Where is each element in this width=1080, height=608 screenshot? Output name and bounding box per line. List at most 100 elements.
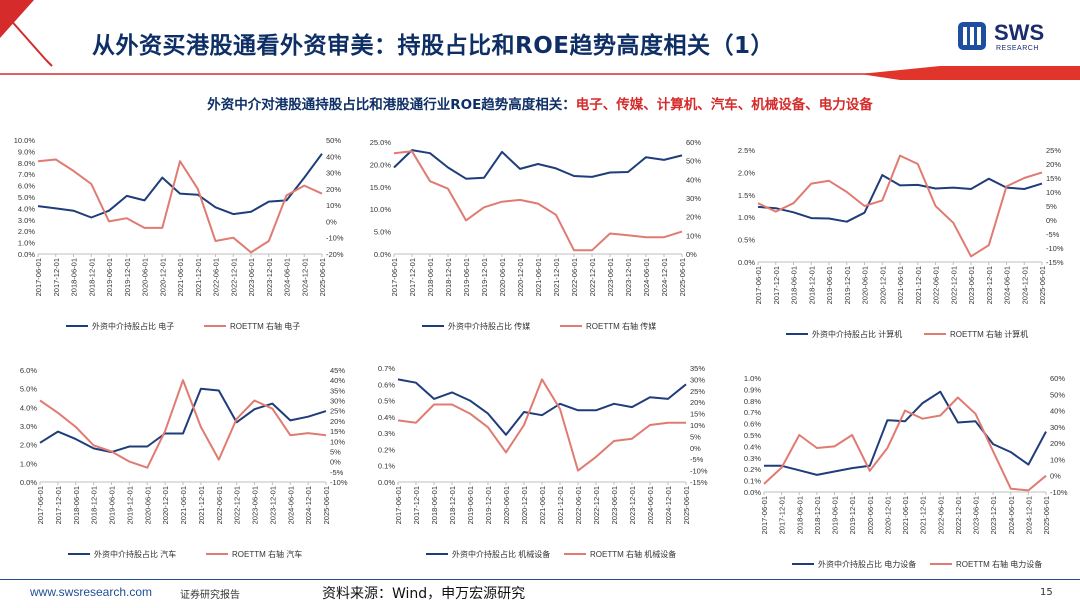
x-tick-label: 2018-12-01 bbox=[807, 266, 816, 304]
chart-auto: 6.0% 5.0% 4.0% 3.0% 2.0% 1.0% 0.0% 45%40%35% 30%… bbox=[20, 366, 348, 559]
left-tick-label: 1.5% bbox=[738, 191, 755, 200]
x-tick-label: 2017-06-01 bbox=[754, 266, 763, 304]
legend-share-label: 外资中介持股占比 汽车 bbox=[94, 549, 176, 559]
right-tick-label: 10% bbox=[326, 201, 341, 210]
page-title: 从外资买港股通看外资审美：持股占比和ROE趋势高度相关（1） bbox=[92, 33, 774, 59]
left-tick-label: 0.6% bbox=[744, 420, 761, 429]
right-tick-label: 25% bbox=[1046, 146, 1061, 155]
left-tick-label: 0.5% bbox=[744, 431, 761, 440]
right-tick-label: 20% bbox=[1050, 439, 1065, 448]
x-tick-label: 2020-12-01 bbox=[883, 496, 892, 534]
right-tick-label: 20% bbox=[690, 398, 705, 407]
right-tick-label: 35% bbox=[330, 386, 345, 395]
chart-machinery: 0.7% 0.6% 0.5% 0.4% 0.3% 0.2% 0.1% 0.0% 35% 30% 25… bbox=[378, 364, 708, 559]
right-tick-label: -5% bbox=[330, 468, 344, 477]
x-tick-label: 2020-06-01 bbox=[861, 266, 870, 304]
left-tick-label: 0.0% bbox=[744, 488, 761, 497]
x-tick-label: 2021-12-01 bbox=[919, 496, 928, 534]
left-tick-label: 25.0% bbox=[370, 138, 392, 147]
x-tick-label: 2024-12-01 bbox=[300, 258, 309, 296]
x-tick-label: 2022-06-01 bbox=[574, 486, 583, 524]
left-tick-label: 0.9% bbox=[744, 385, 761, 394]
x-tick-label: 2023-12-01 bbox=[624, 258, 633, 296]
right-tick-label: -5% bbox=[1046, 230, 1060, 239]
subtitle-highlight: 电子、传媒、计算机、汽车、机械设备、电力设备 bbox=[575, 97, 873, 113]
x-tick-label: 2019-06-01 bbox=[466, 486, 475, 524]
x-tick-label: 2024-06-01 bbox=[646, 486, 655, 524]
footer-report-label: 证券研究报告 bbox=[180, 590, 240, 601]
x-tick-label: 2024-06-01 bbox=[1003, 266, 1012, 304]
roe-series-line bbox=[757, 154, 1043, 258]
x-tick-label: 2017-12-01 bbox=[412, 486, 421, 524]
right-tick-label: 10% bbox=[1050, 455, 1065, 464]
right-tick-label: 20% bbox=[326, 185, 341, 194]
x-tick-label: 2018-06-01 bbox=[430, 486, 439, 524]
right-tick-label: 0% bbox=[1046, 216, 1057, 225]
right-tick-label: 60% bbox=[686, 138, 701, 147]
right-tick-label: 40% bbox=[326, 152, 341, 161]
x-tick-label: 2024-06-01 bbox=[286, 486, 295, 524]
legend-roe-label: ROETTM 右轴 传媒 bbox=[586, 321, 656, 330]
x-tick-label: 2024-12-01 bbox=[1024, 496, 1033, 534]
left-tick-label: 7.0% bbox=[18, 170, 35, 179]
left-tick-label: 0.8% bbox=[744, 397, 761, 406]
roe-series-line bbox=[39, 379, 327, 469]
x-tick-label: 2021-06-01 bbox=[176, 258, 185, 296]
left-tick-label: 2.0% bbox=[20, 441, 37, 450]
x-tick-label: 2018-12-01 bbox=[87, 258, 96, 296]
x-tick-label: 2017-06-01 bbox=[760, 496, 769, 534]
right-tick-label: -20% bbox=[326, 250, 344, 259]
x-tick-label: 2025-06-01 bbox=[1042, 496, 1051, 534]
right-tick-label: 60% bbox=[1050, 374, 1065, 383]
x-tick-label: 2025-06-01 bbox=[678, 258, 687, 296]
x-tick-label: 2019-12-01 bbox=[843, 266, 852, 304]
x-tick-label: 2022-12-01 bbox=[954, 496, 963, 534]
x-tick-label: 2020-12-01 bbox=[158, 258, 167, 296]
x-tick-label: 2018-06-01 bbox=[426, 258, 435, 296]
x-tick-label: 2020-06-01 bbox=[502, 486, 511, 524]
left-tick-label: 1.0% bbox=[738, 213, 755, 222]
x-tick-label: 2021-06-01 bbox=[896, 266, 905, 304]
x-tick-label: 2017-06-01 bbox=[390, 258, 399, 296]
right-tick-label: 30% bbox=[686, 194, 701, 203]
right-tick-label: -10% bbox=[1046, 244, 1064, 253]
share-series-line bbox=[393, 149, 683, 180]
left-tick-label: 0.0% bbox=[738, 258, 755, 267]
right-tick-label: 30% bbox=[330, 397, 345, 406]
x-tick-label: 2023-12-01 bbox=[985, 266, 994, 304]
left-tick-label: 3.0% bbox=[20, 422, 37, 431]
left-tick-label: 6.0% bbox=[20, 366, 37, 375]
x-tick-label: 2019-06-01 bbox=[108, 486, 117, 524]
legend-share-label: 外资中介持股占比 机械设备 bbox=[452, 549, 550, 559]
right-tick-label: -10% bbox=[330, 478, 348, 487]
share-series-line bbox=[764, 390, 1047, 476]
x-tick-label: 2019-12-01 bbox=[123, 258, 132, 296]
left-tick-label: 2.0% bbox=[18, 227, 35, 236]
right-tick-label: 30% bbox=[690, 375, 705, 384]
footer-url[interactable]: www.swsresearch.com bbox=[30, 585, 153, 599]
x-tick-label: 2021-06-01 bbox=[901, 496, 910, 534]
footer-source: 资料来源：Wind，申万宏源研究 bbox=[322, 586, 526, 602]
x-tick-label: 2023-06-01 bbox=[972, 496, 981, 534]
legend-share-label: 外资中介持股占比 电力设备 bbox=[818, 559, 916, 569]
legend-share-label: 外资中介持股占比 电子 bbox=[92, 321, 174, 330]
x-tick-label: 2020-06-01 bbox=[866, 496, 875, 534]
x-tick-label: 2025-06-01 bbox=[1038, 266, 1047, 304]
right-tick-label: 10% bbox=[1046, 188, 1061, 197]
x-tick-label: 2018-06-01 bbox=[70, 258, 79, 296]
x-tick-label: 2021-06-01 bbox=[534, 258, 543, 296]
left-tick-label: 0.4% bbox=[378, 413, 395, 422]
logo-subtext: RESEARCH bbox=[996, 45, 1039, 52]
right-tick-label: 15% bbox=[1046, 174, 1061, 183]
right-tick-label: 40% bbox=[330, 376, 345, 385]
left-tick-label: 0.4% bbox=[744, 442, 761, 451]
legend-share-label: 外资中介持股占比 计算机 bbox=[812, 329, 902, 339]
left-tick-label: 1.0% bbox=[18, 239, 35, 248]
x-tick-label: 2019-12-01 bbox=[480, 258, 489, 296]
x-tick-label: 2023-12-01 bbox=[268, 486, 277, 524]
x-tick-label: 2024-12-01 bbox=[664, 486, 673, 524]
x-tick-label: 2018-12-01 bbox=[444, 258, 453, 296]
right-tick-label: 5% bbox=[330, 447, 341, 456]
right-tick-label: 5% bbox=[690, 432, 701, 441]
x-tick-label: 2022-06-01 bbox=[212, 258, 221, 296]
